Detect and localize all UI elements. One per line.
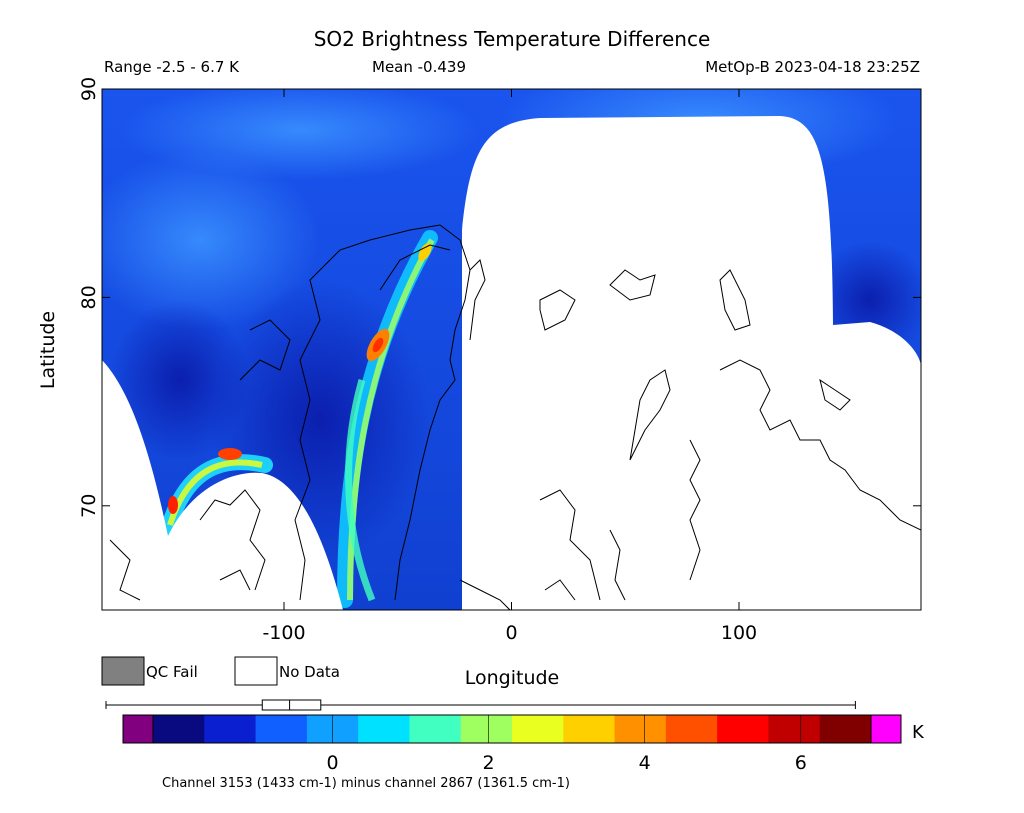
- colorbar-segment: [409, 715, 462, 743]
- mean-label: Mean -0.439: [372, 58, 466, 76]
- legend-label-qc-fail: QC Fail: [146, 663, 198, 681]
- colorbar-tick-label: 6: [795, 752, 807, 774]
- legend: QC Fail No Data: [101, 656, 340, 686]
- y-tick-label: 90: [78, 77, 100, 101]
- colorbar-segment: [255, 715, 308, 743]
- so2-band-greenland: [337, 230, 438, 608]
- colorbar-segment: [614, 715, 667, 743]
- colorbar-segment: [358, 715, 410, 743]
- colorbar-units: K: [912, 722, 925, 743]
- y-tick-label: 70: [78, 494, 100, 518]
- no-data-east: [462, 116, 921, 610]
- colorbar-tick-label: 2: [483, 752, 495, 774]
- x-tick-label: 0: [505, 622, 517, 644]
- y-axis-title: Latitude: [37, 311, 59, 389]
- colorbar-segment: [819, 715, 872, 743]
- chart-title: SO2 Brightness Temperature Difference: [314, 27, 711, 51]
- y-tick-label: 80: [78, 285, 100, 309]
- footnote: Channel 3153 (1433 cm-1) minus channel 2…: [162, 776, 570, 791]
- so2-hotspot: [168, 496, 178, 514]
- legend-swatch-no-data: [234, 656, 278, 686]
- colorbar-segment: [153, 715, 205, 743]
- colorbar-segment: [460, 715, 513, 743]
- light-region: [102, 150, 320, 330]
- boxplot-box: [261, 699, 322, 711]
- x-tick-label: 100: [721, 622, 757, 644]
- legend-label-no-data: No Data: [279, 663, 340, 681]
- map-plot-area: [102, 89, 921, 610]
- colorbar-segment: [768, 715, 821, 743]
- axes: -100 0 100 70 80 90: [78, 77, 921, 644]
- legend-swatch-qc-fail: [101, 656, 145, 686]
- colorbar-segment: [717, 715, 769, 743]
- coastlines: [109, 224, 921, 610]
- so2-band-greenland-core: [347, 238, 435, 601]
- colorbar-segment: [665, 715, 718, 743]
- so2-hotspot: [218, 448, 242, 460]
- so2-band-secondary: [345, 379, 376, 602]
- colorbar-segment: [204, 715, 257, 743]
- colorbar-segment: [563, 715, 616, 743]
- dark-region: [110, 300, 250, 460]
- x-tick-label: -100: [262, 622, 305, 644]
- colorbar-underflow: [122, 714, 154, 744]
- colorbar-frame: [152, 714, 872, 744]
- so2-hotspot: [418, 242, 432, 262]
- satellite-time-label: MetOp-B 2023-04-18 23:25Z: [705, 58, 920, 76]
- colorbar-overflow: [870, 714, 902, 744]
- colorbar-tick-label: 0: [326, 752, 338, 774]
- colorbar: 0 2 4 6: [105, 699, 902, 774]
- range-label: Range -2.5 - 6.7 K: [104, 58, 240, 76]
- no-data-west: [102, 360, 343, 610]
- colorbar-tick-label: 4: [639, 752, 651, 774]
- x-axis-title: Longitude: [465, 667, 560, 689]
- colorbar-segment: [512, 715, 564, 743]
- so2-hotspot: [372, 337, 384, 353]
- light-region: [120, 89, 480, 180]
